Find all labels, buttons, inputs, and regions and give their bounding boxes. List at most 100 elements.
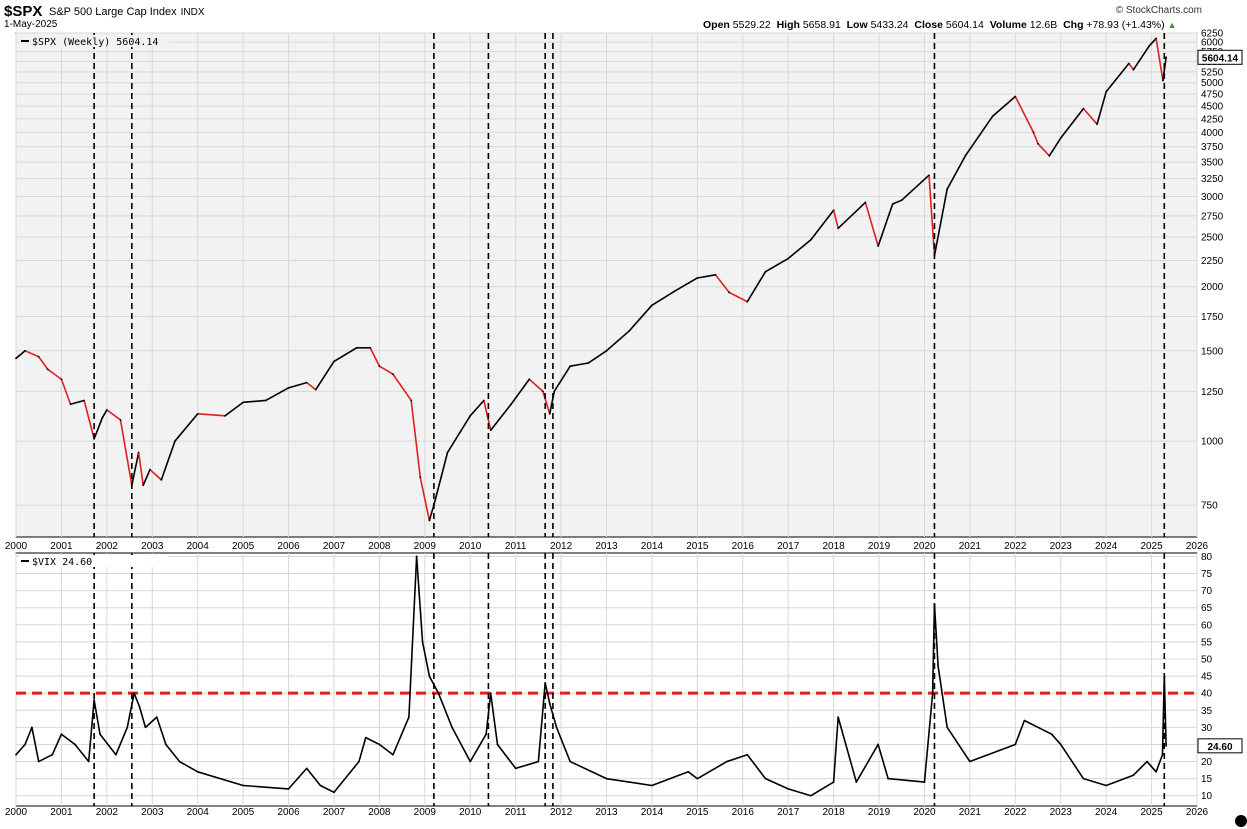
spx-series-segment [928,175,936,256]
vix-last-value-label: 24.60 [1207,742,1232,753]
spx-x-tick-label: 2000 [5,541,28,552]
spx-data-point [196,412,199,415]
spx-series-segment [24,350,40,358]
volume-value: 12.6B [1029,19,1058,31]
vix-legend-bg [19,555,169,567]
spx-series-segment [651,290,676,306]
vix-y-tick-label: 10 [1201,791,1213,802]
spx-series-segment [243,399,266,404]
spx-data-point [160,478,163,481]
spx-data-point [553,390,556,393]
vix-series-segment [555,727,571,762]
vix-data-point [696,777,699,780]
spx-price-panel[interactable]: 2000 2001 2002 2003 2004 2005 2006 2007 2008 2009… [5,29,1243,553]
vix-series-segment [306,767,321,786]
vix-data-point [1155,770,1158,773]
instrument-name: S&P 500 Large Cap Index INDX [49,6,205,18]
vix-series-segment [197,771,244,787]
vix-data-point [196,770,199,773]
spx-x-tick-label: 2006 [277,541,300,552]
chart-header: $SPX S&P 500 Large Cap Index INDX 1-May-2… [0,0,1247,32]
vix-data-point [496,743,499,746]
spx-data-point [1127,62,1130,65]
vix-data-point [514,767,517,770]
spx-series-segment [510,378,530,405]
vix-x-tick-label: 2025 [1140,807,1163,818]
vix-y-tick-label: 45 [1201,672,1213,683]
spx-legend-label: $SPX (Weekly) 5604.14 [32,37,158,48]
vix-y-tick-label: 40 [1201,689,1213,700]
vix-data-point [126,726,129,729]
vix-data-point [469,760,472,763]
spx-data-point [946,188,949,191]
spx-series-segment [131,452,140,486]
vix-data-point [725,760,728,763]
vix-data-point [99,733,101,736]
vix-series-segment [1060,744,1085,780]
vix-series-segment [138,706,147,728]
vix-data-point [74,743,76,746]
close-value: 5604.14 [945,19,984,31]
vix-data-point [605,777,608,780]
spx-data-point [119,418,122,421]
spx-data-point [24,349,26,352]
vix-series-segment [60,733,76,746]
vix-data-point [1132,774,1135,777]
spx-data-point [69,403,72,406]
vix-x-tick-label: 2014 [641,807,664,818]
spx-data-point [482,399,485,402]
vix-data-point [87,760,90,763]
spx-data-point [333,360,335,363]
vix-y-tick-label: 20 [1201,757,1213,768]
spx-data-point [37,355,40,358]
spx-series-segment [697,274,716,279]
vix-series-segment [378,743,394,756]
spx-series-segment [419,477,431,521]
spx-y-tick-label: 5250 [1201,67,1224,78]
spx-data-point [605,349,608,352]
vix-series-segment [133,692,141,708]
spx-data-point [1082,107,1085,110]
spx-y-tick-label: 4500 [1201,102,1224,113]
vix-y-tick-label: 70 [1201,586,1213,597]
spx-series-segment [410,400,422,478]
vix-series-segment [1146,761,1157,773]
vix-series-segment [87,699,95,762]
spx-data-point [1014,95,1017,98]
spx-series-segment [369,347,381,367]
spx-data-point [728,291,731,294]
spx-series-segment [160,440,176,481]
vix-series-segment [746,754,767,780]
vix-last-value-badge [1197,738,1243,754]
vix-data-point [1146,760,1148,763]
spx-y-tick-label: 1000 [1201,437,1224,448]
spx-data-point [1132,68,1135,71]
spx-series-segment [288,381,307,389]
spx-data-point [46,368,49,371]
spx-x-tick-label: 2003 [141,541,164,552]
spx-series-segment [728,291,748,303]
brand-watermark[interactable]: © StockCharts.com [1115,5,1202,16]
corner-dot-icon [1235,815,1247,827]
vix-data-point [287,788,290,790]
spx-data-point [587,362,590,364]
vix-x-tick-label: 2018 [822,807,845,818]
spx-data-point [900,199,903,202]
vix-panel[interactable]: 2000 2001 2002 2003 2004 2005 2006 2007 2008 2009… [5,552,1243,818]
vix-data-point [428,675,431,677]
spx-series-segment [392,373,412,401]
vix-y-tick-label: 50 [1201,654,1213,665]
vix-x-tick-label: 2009 [414,807,437,818]
spx-data-point [264,399,267,402]
high-value: 5658.91 [802,19,841,31]
vix-data-point [164,743,167,746]
vix-data-point [242,784,245,787]
spx-series-segment [1037,143,1050,157]
spx-series-segment [1105,62,1130,93]
vix-x-tick-label: 2006 [277,807,300,818]
vix-series-segment [421,641,431,677]
spx-series-segment [174,413,199,442]
spx-series-segment [106,409,121,421]
vix-series-segment [787,788,812,797]
spx-x-tick-label: 2004 [187,541,210,552]
